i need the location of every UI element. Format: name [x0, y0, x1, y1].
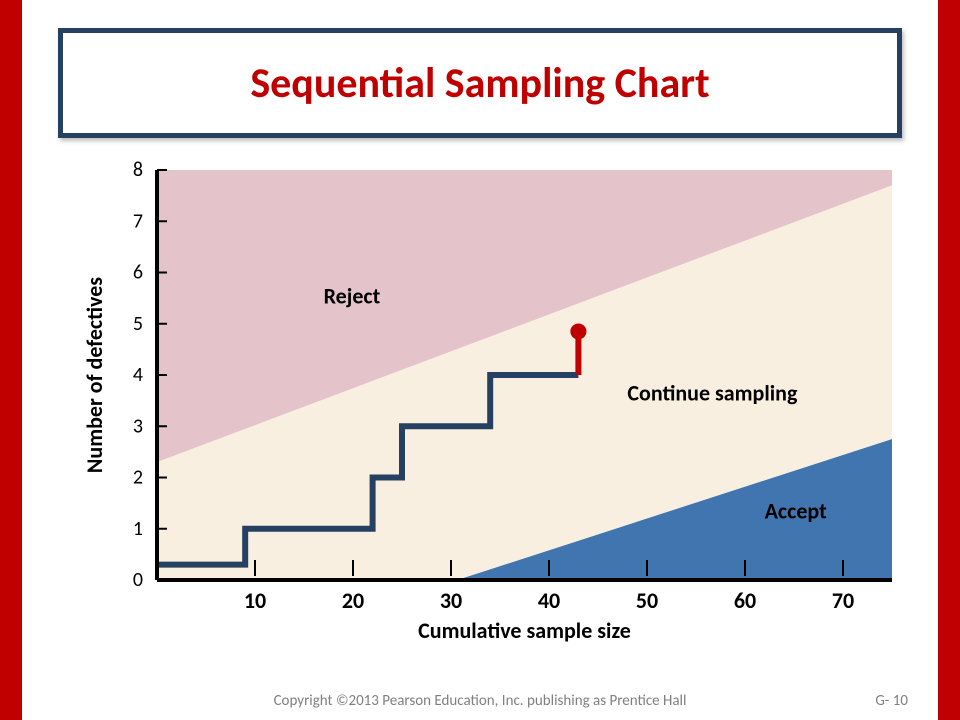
x-tick-label: 70 [832, 587, 854, 614]
x-tick-label: 20 [342, 587, 364, 614]
y-tick-label: 4 [133, 363, 143, 387]
x-tick-label: 40 [538, 587, 560, 614]
x-tick-label: 60 [734, 587, 756, 614]
x-tick-label: 50 [636, 587, 658, 614]
title-box: Sequential Sampling Chart [58, 28, 902, 138]
chart-svg: 0 1 2 3 4 5 6 7 8 10 20 30 40 50 60 70 Cumulative sample… [72, 160, 902, 660]
y-tick-label: 0 [133, 568, 143, 592]
y-tick-label: 1 [133, 517, 143, 541]
region-label-continue: Continue sampling [627, 380, 798, 407]
y-axis-label: Number of defectives [81, 277, 108, 473]
y-tick-label: 3 [133, 414, 143, 438]
y-tick-label: 5 [133, 312, 143, 336]
region-label-reject: Reject [324, 282, 381, 309]
y-tick-label: 8 [133, 160, 143, 182]
y-tick-label: 6 [133, 261, 143, 285]
x-axis-label: Cumulative sample size [418, 617, 631, 644]
y-tick-label: 7 [133, 209, 143, 233]
x-tick-label: 10 [244, 587, 266, 614]
footer-copyright: Copyright ©2013 Pearson Education, Inc. … [22, 692, 938, 710]
slide-title: Sequential Sampling Chart [250, 58, 709, 109]
chart: 0 1 2 3 4 5 6 7 8 10 20 30 40 50 60 70 Cumulative sample… [72, 160, 902, 660]
step-path-marker [570, 323, 586, 339]
region-label-accept: Accept [765, 498, 828, 525]
y-tick-label: 2 [133, 466, 143, 490]
x-tick-label: 30 [440, 587, 462, 614]
footer-page-number: G- 10 [875, 692, 908, 710]
slide: Sequential Sampling Chart 0 1 2 3 4 5 6 7 8 10 20 3… [0, 0, 960, 720]
